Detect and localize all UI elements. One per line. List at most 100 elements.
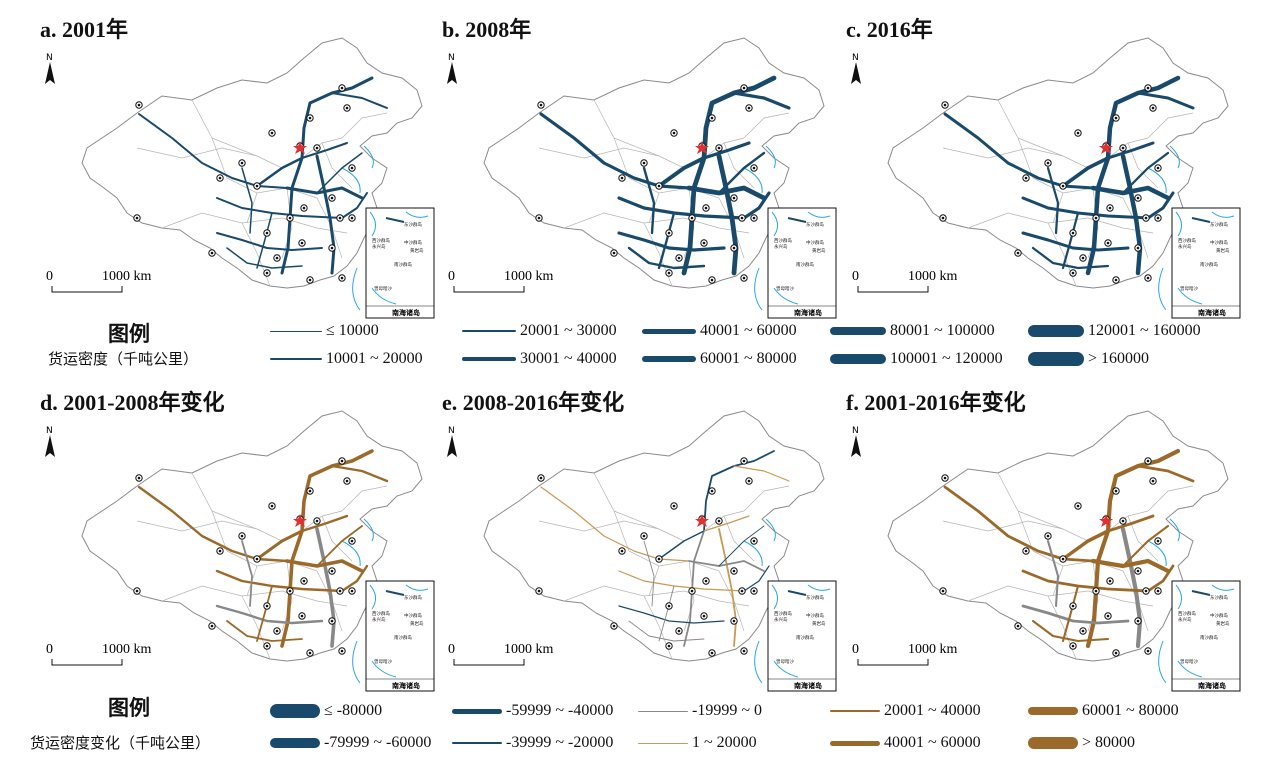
rail-route xyxy=(618,605,725,624)
rail-route xyxy=(137,485,289,563)
panel-title: b. 2008年 xyxy=(442,17,532,42)
province-boundary xyxy=(281,590,348,607)
inset-label: 曾母暗沙 xyxy=(776,658,794,665)
inset-label: 南沙群岛 xyxy=(1200,261,1218,268)
scale-bar: 0 1000 km xyxy=(448,269,554,293)
city-marker xyxy=(715,517,723,525)
legend-item: 60001 ~ 80000 xyxy=(642,348,797,370)
rail-route xyxy=(1136,91,1195,110)
rail-route xyxy=(300,514,349,533)
city-marker xyxy=(306,114,314,122)
city-marker xyxy=(738,214,746,222)
legend-label: 20001 ~ 30000 xyxy=(520,322,617,339)
city-marker xyxy=(688,214,696,222)
city-marker xyxy=(618,174,626,182)
svg-text:N: N xyxy=(852,53,859,63)
inset-label: 黄岩岛 xyxy=(812,620,826,627)
city-marker xyxy=(640,159,648,167)
rail-route xyxy=(300,449,374,533)
city-marker xyxy=(300,577,308,585)
city-marker xyxy=(655,555,663,563)
rail-route xyxy=(1146,564,1175,593)
svg-text:N: N xyxy=(46,53,53,63)
rail-route xyxy=(1061,529,1110,561)
rail-route xyxy=(1031,619,1110,643)
coastal-water xyxy=(341,145,374,311)
china-map: 钓鱼岛赤尾屿N01000 km东沙群岛西沙群岛永兴岛中沙群岛黄岩岛南沙群岛曾母暗… xyxy=(851,37,1241,319)
rail-route xyxy=(657,156,706,188)
legend-swatch xyxy=(1028,325,1084,337)
legend-swatch xyxy=(830,740,880,746)
north-arrow-icon: N xyxy=(45,426,55,457)
rail-route xyxy=(628,620,705,642)
rail-route xyxy=(686,185,767,201)
city-marker xyxy=(1112,649,1120,657)
city-marker xyxy=(1044,532,1052,540)
inset-title: 南海诸岛 xyxy=(794,308,822,317)
province-boundary xyxy=(1017,510,1064,530)
rail-route xyxy=(1021,604,1130,625)
rail-route xyxy=(703,515,750,532)
city-marker xyxy=(1112,487,1120,495)
city-marker xyxy=(1074,129,1082,137)
rail-route xyxy=(1146,191,1175,220)
legend-label: 100001 ~ 120000 xyxy=(890,350,1003,367)
rail-route xyxy=(340,564,369,593)
city-marker xyxy=(939,214,947,222)
rail-route xyxy=(1061,156,1110,188)
inset-label: 西沙群岛 xyxy=(774,237,792,244)
province-boundary xyxy=(226,177,318,199)
legend-label: 40001 ~ 60000 xyxy=(700,322,797,339)
legend-item: -79999 ~ -60000 xyxy=(270,732,431,754)
legend-change: 图例 货运密度变化（千吨公里） ≤ -80000 -79999 ~ -60000 -… xyxy=(0,692,1268,758)
province-boundary xyxy=(1087,590,1154,607)
province-boundary xyxy=(211,510,258,530)
inset-label: 中沙群岛 xyxy=(806,239,824,246)
inset-label: 中沙群岛 xyxy=(404,612,422,619)
city-marker xyxy=(238,532,246,540)
inset-label: 黄岩岛 xyxy=(1216,620,1230,627)
province-boundary xyxy=(683,590,750,607)
city-marker xyxy=(675,627,683,635)
province-boundary xyxy=(683,560,695,632)
rail-route xyxy=(1046,166,1060,235)
province-boundary xyxy=(563,585,685,602)
panel-title: d. 2001-2008年变化 xyxy=(40,390,225,415)
city-marker xyxy=(216,174,224,182)
legend-swatch xyxy=(1028,706,1078,716)
city-marker xyxy=(941,474,949,482)
province-boundary xyxy=(281,560,293,632)
legend-swatch xyxy=(642,355,696,363)
city-marker xyxy=(263,642,271,650)
scale-bar: 0 1000 km xyxy=(46,269,152,293)
rail-route xyxy=(743,565,770,592)
svg-text:1000 km: 1000 km xyxy=(908,269,958,284)
city-marker xyxy=(286,214,294,222)
city-marker xyxy=(665,602,673,610)
legend-item: -59999 ~ -40000 xyxy=(452,700,613,722)
rail-route xyxy=(1121,524,1170,568)
city-marker xyxy=(1134,567,1142,575)
legend-item: 80001 ~ 100000 xyxy=(830,320,995,342)
inset-label: 永兴岛 xyxy=(1178,616,1192,623)
svg-text:1000 km: 1000 km xyxy=(908,642,958,657)
city-marker xyxy=(618,547,626,555)
rail-route xyxy=(330,464,389,483)
city-marker xyxy=(133,214,141,222)
rail-route xyxy=(226,620,303,642)
inset-label: 中沙群岛 xyxy=(1210,239,1228,246)
city-marker xyxy=(263,269,271,277)
city-marker xyxy=(1154,537,1162,545)
rail-route xyxy=(657,211,676,270)
city-marker xyxy=(670,129,678,137)
inset-label: 曾母暗沙 xyxy=(374,658,392,665)
inset-label: 南沙群岛 xyxy=(394,261,412,268)
city-marker xyxy=(253,555,261,563)
legend-item: > 160000 xyxy=(1028,348,1149,370)
rail-route xyxy=(300,76,374,160)
rail-route xyxy=(1021,231,1130,252)
rail-route xyxy=(1090,558,1171,574)
